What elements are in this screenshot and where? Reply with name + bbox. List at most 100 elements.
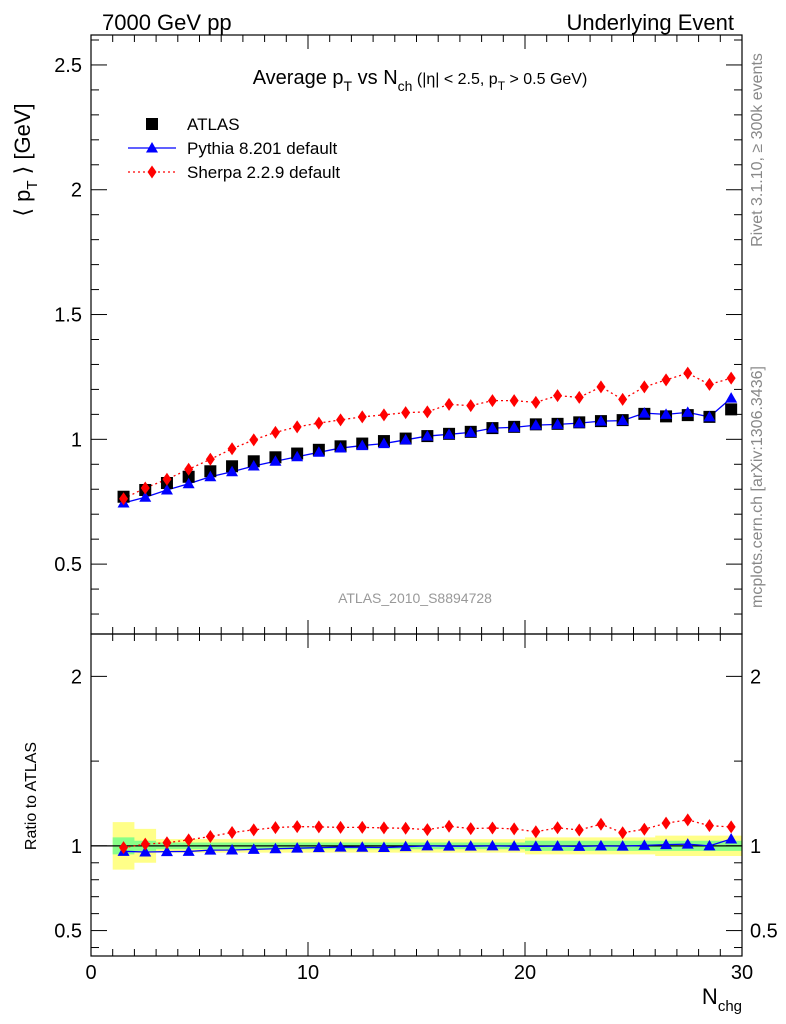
- ratio-point-diamond: [704, 819, 714, 833]
- main-point-square: [182, 470, 195, 483]
- main-point-triangle: [160, 483, 173, 495]
- main-series-line: [123, 372, 732, 500]
- main-point-diamond: [140, 481, 150, 495]
- ratio-point-triangle: [356, 841, 369, 852]
- ratio-point-diamond: [487, 821, 497, 835]
- main-point-diamond: [357, 410, 367, 424]
- main-point-triangle: [508, 421, 521, 432]
- main-point-triangle: [247, 460, 260, 471]
- ratio-point-diamond: [119, 841, 129, 855]
- main-point-diamond: [574, 390, 584, 404]
- y-tick-label: 0.5: [54, 554, 82, 576]
- ratio-point-diamond: [379, 821, 389, 835]
- main-point-triangle: [573, 417, 586, 428]
- main-point-triangle: [312, 446, 325, 457]
- ratio-point-diamond: [292, 820, 302, 834]
- y-label-sub: T: [24, 180, 41, 189]
- ratio-point-diamond: [270, 821, 280, 835]
- ratio-point-triangle: [226, 844, 239, 855]
- ratio-point-diamond: [205, 830, 215, 844]
- mcplots-reference-label: mcplots.cern.ch [arXiv:1306.3436]: [749, 366, 766, 608]
- title-part-c: (|η| < 2.5, p: [412, 71, 497, 88]
- main-point-diamond: [444, 397, 454, 411]
- ratio-point-diamond: [553, 821, 563, 835]
- ratio-point-triangle: [486, 839, 499, 851]
- y-label-part-b: ⟩ [GeV]: [10, 103, 35, 180]
- main-point-triangle: [594, 415, 607, 426]
- data-marks: [117, 366, 738, 857]
- ratio-point-triangle: [399, 840, 412, 852]
- ratio-point-triangle: [247, 843, 260, 854]
- main-point-triangle: [377, 437, 390, 449]
- main-point-triangle: [681, 406, 694, 417]
- ratio-point-triangle: [573, 840, 586, 851]
- legend-marker-square: [146, 118, 158, 130]
- ratio-point-triangle: [269, 842, 282, 854]
- legend: ATLAS Pythia 8.201 default Sherpa 2.2.9 de…: [128, 115, 340, 182]
- ratio-point-triangle: [139, 846, 152, 857]
- ratio-y-tick-label: 2: [71, 666, 82, 688]
- ratio-point-triangle: [551, 840, 564, 851]
- ratio-point-diamond: [140, 837, 150, 851]
- title-part-d: > 0.5 GeV): [505, 71, 587, 88]
- ratio-point-diamond: [683, 813, 693, 827]
- x-label-sub: chg: [718, 998, 742, 1015]
- ratio-point-diamond: [639, 822, 649, 836]
- main-point-triangle: [703, 410, 716, 422]
- main-point-diamond: [227, 442, 237, 456]
- main-point-diamond: [726, 371, 736, 385]
- main-point-diamond: [661, 373, 671, 387]
- ratio-point-diamond: [466, 822, 476, 836]
- y-label-part-a: ⟨ p: [10, 190, 35, 217]
- y-axis-label: ⟨ pT ⟩ [GeV]: [10, 103, 41, 216]
- ratio-point-triangle: [334, 841, 347, 852]
- main-point-diamond: [162, 472, 172, 486]
- ratio-point-triangle: [421, 839, 434, 851]
- ratio-y-axis-label: Ratio to ATLAS: [23, 742, 40, 850]
- ratio-point-diamond: [574, 823, 584, 837]
- main-point-triangle: [725, 392, 738, 403]
- ratio-y-tick-label: 1: [71, 836, 82, 858]
- main-point-triangle: [638, 407, 651, 418]
- main-point-triangle: [356, 439, 369, 451]
- main-point-triangle: [551, 418, 564, 429]
- legend-label: Pythia 8.201 default: [187, 139, 338, 158]
- main-point-diamond: [249, 433, 259, 447]
- header-right: Underlying Event: [566, 10, 734, 35]
- main-point-diamond: [466, 399, 476, 413]
- ratio-y-tick-label-right: 0.5: [750, 921, 778, 943]
- main-point-diamond: [314, 416, 324, 430]
- legend-marker-diamond: [147, 165, 157, 179]
- ratio-point-diamond: [401, 821, 411, 835]
- ratio-point-diamond: [726, 820, 736, 834]
- ratio-point-triangle: [204, 844, 217, 855]
- analysis-watermark: ATLAS_2010_S8894728: [338, 590, 492, 606]
- main-point-square: [725, 403, 738, 416]
- ratio-point-triangle: [638, 839, 651, 850]
- ratio-point-triangle: [660, 838, 673, 850]
- main-point-triangle: [291, 450, 304, 462]
- ratio-point-triangle: [703, 839, 716, 851]
- title-sub-c: T: [498, 79, 506, 93]
- legend-label: ATLAS: [187, 115, 240, 134]
- chart-title: Average pT vs Nch (|η| < 2.5, pT > 0.5 G…: [253, 67, 588, 94]
- legend-label: Sherpa 2.2.9 default: [187, 163, 340, 182]
- ratio-point-triangle: [182, 845, 195, 856]
- x-tick-label: 10: [297, 962, 319, 984]
- x-tick-label: 20: [514, 962, 536, 984]
- main-point-diamond: [596, 380, 606, 394]
- main-point-diamond: [422, 405, 432, 419]
- ratio-y-tick-label-right: 2: [750, 666, 761, 688]
- y-tick-label: 2: [71, 180, 82, 202]
- ratio-point-diamond: [509, 822, 519, 836]
- main-point-triangle: [443, 428, 456, 439]
- ratio-point-diamond: [357, 820, 367, 834]
- main-point-diamond: [531, 395, 541, 409]
- title-part-b: vs N: [352, 67, 398, 89]
- ratio-point-triangle: [377, 841, 390, 853]
- ratio-point-triangle: [508, 840, 521, 851]
- main-point-diamond: [336, 413, 346, 427]
- main-point-diamond: [618, 392, 628, 406]
- main-point-diamond: [401, 406, 411, 420]
